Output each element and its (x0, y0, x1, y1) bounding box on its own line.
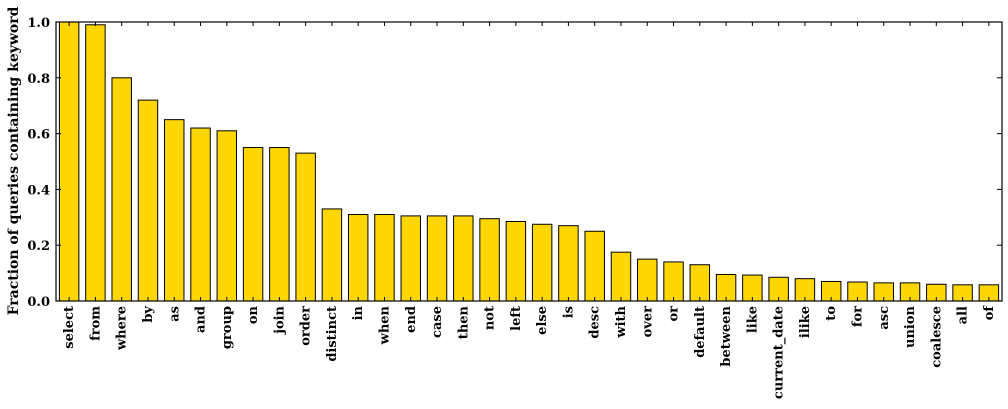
x-tick-label: like (745, 306, 760, 333)
y-tick-label: 0.0 (27, 295, 50, 310)
x-tick-label: then (456, 305, 471, 339)
bar-default (689, 264, 711, 302)
bar-group (216, 130, 238, 302)
x-tick-label: select (62, 306, 77, 349)
bar-order (295, 152, 316, 302)
x-tick-label: all (956, 306, 971, 324)
bar-then (453, 215, 474, 302)
x-tick-label: by (141, 306, 156, 323)
x-tick-label: when (377, 305, 392, 345)
bar-over (637, 258, 658, 302)
x-tick-label: ilike (798, 306, 813, 338)
x-tick-label: asc (877, 306, 892, 330)
y-axis-label: Fraction of queries containing keyword (6, 6, 22, 315)
bar-is (558, 225, 579, 302)
x-tick-label: default (693, 306, 708, 358)
x-tick-label: in (351, 305, 366, 320)
y-tick-label: 0.8 (27, 72, 50, 87)
bar-from (85, 24, 106, 302)
bar-else (531, 223, 553, 302)
bar-distinct (321, 208, 343, 302)
plot-frame (55, 21, 1003, 302)
x-tick-label: order (299, 306, 314, 346)
x-tick-label: with (614, 305, 629, 338)
bar-select (58, 21, 80, 302)
bar-end (400, 215, 421, 302)
bar-where (111, 77, 132, 302)
x-tick-label: is (561, 306, 576, 318)
y-tick-label: 0.6 (27, 128, 50, 143)
y-tick-label: 0.2 (27, 239, 50, 254)
bar-or (663, 261, 684, 302)
x-tick-label: desc (588, 306, 603, 339)
x-tick-label: not (483, 306, 498, 330)
x-tick-label: and (194, 306, 209, 333)
bar-by (137, 99, 159, 302)
x-tick-label: for (850, 306, 865, 327)
x-tick-label: between (719, 305, 734, 366)
x-tick-label: as (167, 306, 182, 322)
bar-join (269, 147, 290, 302)
x-tick-label: over (640, 306, 655, 337)
x-tick-label: or (667, 306, 682, 322)
bar-as (164, 119, 185, 302)
bar-and (190, 127, 211, 302)
bar-case (426, 215, 448, 302)
y-tick-label: 1.0 (27, 16, 50, 31)
x-tick-label: left (509, 306, 524, 331)
x-tick-label: group (220, 306, 235, 349)
x-tick-label: of (982, 305, 997, 321)
x-tick-label: coalesce (929, 306, 944, 368)
bar-on (242, 147, 264, 302)
y-tick-label: 0.4 (27, 183, 50, 198)
x-tick-label: from (88, 306, 103, 341)
x-tick-label: join (272, 305, 287, 334)
x-tick-label: case (430, 306, 445, 338)
x-tick-label: else (535, 306, 550, 335)
bar-left (505, 220, 527, 302)
bar-not (479, 218, 500, 302)
x-tick-label: current_date (772, 306, 787, 399)
x-tick-label: to (824, 306, 839, 321)
x-tick-label: end (404, 306, 419, 333)
bar-when (374, 214, 395, 302)
x-tick-label: on (246, 305, 261, 324)
x-tick-label: where (115, 306, 130, 351)
bar-desc (584, 230, 605, 302)
bar-in (347, 214, 369, 302)
x-tick-label: union (903, 305, 918, 348)
x-tick-labels: select from where by as and group on join order di… (62, 305, 997, 399)
bar-with (610, 251, 632, 302)
y-axis-ticks: 0.0 0.2 0.4 0.6 0.8 1.0 (27, 16, 1002, 310)
bars-group (58, 21, 1000, 302)
x-tick-label: distinct (325, 306, 340, 362)
